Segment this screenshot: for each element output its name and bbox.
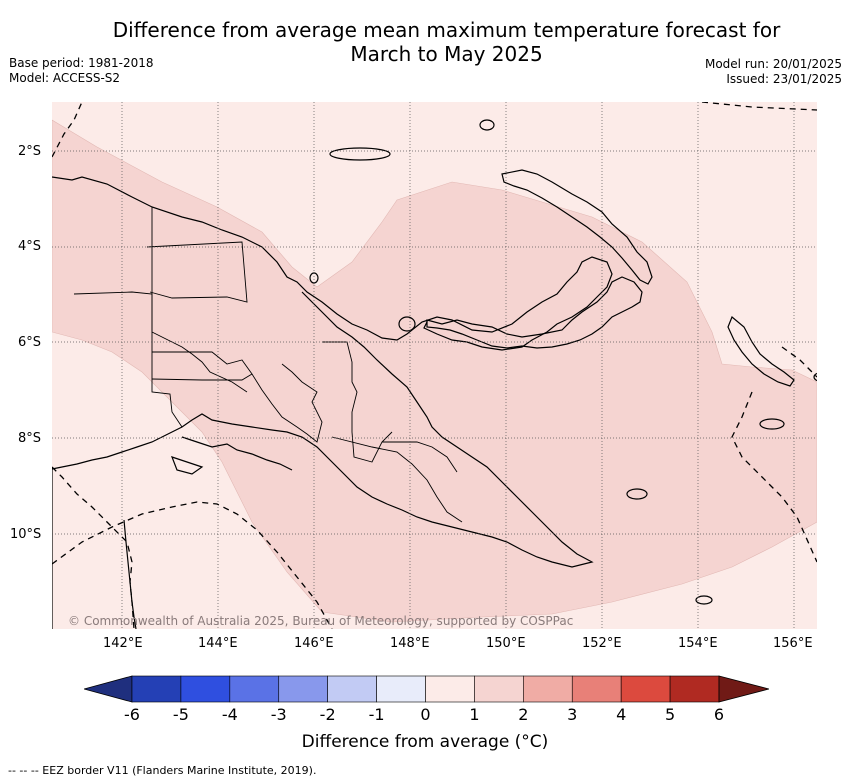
colorbar-tick-label: 1 bbox=[469, 705, 480, 724]
copyright-credit: © Commonwealth of Australia 2025, Bureau… bbox=[68, 614, 574, 628]
lon-label-152e: 152°E bbox=[582, 636, 622, 651]
fly-river-delta bbox=[181, 436, 293, 471]
eez-borders bbox=[52, 102, 817, 629]
border-oro bbox=[382, 441, 458, 473]
lon-label-146e: 146°E bbox=[294, 636, 334, 651]
model-name: Model: ACCESS-S2 bbox=[9, 71, 121, 85]
eez-north-west bbox=[52, 102, 83, 158]
colorbar-segment bbox=[180, 675, 231, 703]
colorbar-segment bbox=[278, 675, 328, 703]
eez-legend-note: -- -- -- EEZ border V11 (Flanders Marine… bbox=[8, 764, 317, 777]
model-run: Model run: 20/01/2025 bbox=[704, 57, 842, 71]
solomon-island-2 bbox=[813, 372, 817, 382]
manus-island bbox=[329, 147, 391, 161]
colorbar-tick-label: -2 bbox=[319, 705, 336, 724]
new-britain-coast bbox=[426, 276, 643, 349]
meta-left: Base period: 1981-2018 Model: ACCESS-S2 bbox=[9, 56, 154, 86]
colorbar-extend-low bbox=[84, 675, 133, 703]
lat-label-2s: 2°S bbox=[18, 144, 42, 159]
umboi-island bbox=[398, 316, 416, 332]
bougainville-coast bbox=[727, 316, 795, 387]
colorbar-segment bbox=[474, 675, 524, 703]
border-gulf bbox=[151, 373, 253, 381]
mussau-island bbox=[479, 119, 495, 131]
border-central bbox=[331, 436, 463, 523]
trobriand-island bbox=[626, 488, 648, 500]
eez-west bbox=[52, 466, 135, 629]
colorbar-tick-label: -4 bbox=[221, 705, 238, 724]
border-morobe bbox=[322, 341, 393, 463]
colorbar-tick-label: -1 bbox=[368, 705, 385, 724]
lat-label-6s: 6°S bbox=[18, 335, 42, 350]
border-sandaun bbox=[146, 241, 248, 303]
colorbar-segment bbox=[669, 675, 720, 703]
new-ireland-coast bbox=[501, 169, 653, 285]
lat-label-8s: 8°S bbox=[18, 431, 42, 446]
colorbar-segment bbox=[620, 675, 671, 703]
lon-label-148e: 148°E bbox=[390, 636, 430, 651]
lon-label-154e: 154°E bbox=[678, 636, 718, 651]
png-indonesia-border bbox=[151, 207, 183, 428]
colorbar-extend-high bbox=[718, 675, 769, 703]
colorbar-tick-label: 2 bbox=[518, 705, 529, 724]
forecast-map bbox=[52, 102, 817, 629]
colorbar-tick-label: 3 bbox=[567, 705, 578, 724]
colorbar-title: Difference from average (°C) bbox=[301, 732, 549, 752]
colorbar-segment bbox=[229, 675, 280, 703]
lon-label-150e: 150°E bbox=[486, 636, 526, 651]
title-line-2: March to May 2025 bbox=[350, 42, 543, 66]
colorbar bbox=[84, 675, 769, 703]
colorbar-segment bbox=[425, 675, 475, 703]
eez-north-east bbox=[701, 102, 817, 111]
title-line-1: Difference from average mean maximum tem… bbox=[112, 18, 781, 42]
lat-label-4s: 4°S bbox=[18, 239, 42, 254]
colorbar-tick-label: -5 bbox=[172, 705, 189, 724]
province-borders bbox=[73, 207, 463, 523]
border-highlands bbox=[152, 351, 323, 443]
issued-date: Issued: 23/01/2025 bbox=[726, 72, 842, 86]
colorbar-tick-label: -3 bbox=[270, 705, 287, 724]
map-title: Difference from average mean maximum tem… bbox=[0, 18, 850, 66]
colorbar-segment bbox=[131, 675, 182, 703]
lon-label-156e: 156°E bbox=[773, 636, 813, 651]
lon-label-144e: 144°E bbox=[198, 636, 238, 651]
colorbar-tick-label: 4 bbox=[616, 705, 627, 724]
base-period: Base period: 1981-2018 bbox=[9, 56, 154, 70]
eez-south-east bbox=[781, 346, 817, 378]
graticule bbox=[52, 102, 817, 629]
solomon-island-1 bbox=[759, 418, 785, 430]
colorbar-tick-label: 0 bbox=[420, 705, 431, 724]
colorbar-tick-label: 6 bbox=[713, 705, 725, 724]
lon-label-142e: 142°E bbox=[103, 636, 143, 651]
coastlines bbox=[52, 119, 817, 629]
colorbar-segment bbox=[376, 675, 426, 703]
colorbar-segment bbox=[327, 675, 377, 703]
eez-south-west bbox=[52, 501, 333, 629]
meta-right: Model run: 20/01/2025 Issued: 23/01/2025 bbox=[705, 57, 842, 87]
colorbar-segment bbox=[523, 675, 573, 703]
lat-label-10s: 10°S bbox=[10, 527, 42, 542]
louisiade-island bbox=[695, 595, 713, 605]
colorbar-tick-label: 5 bbox=[664, 705, 676, 724]
new-guinea-coast bbox=[52, 176, 613, 568]
daru-coast bbox=[170, 456, 204, 475]
colorbar-tick-label: -6 bbox=[124, 705, 140, 724]
border-east-sepik bbox=[73, 291, 248, 393]
colorbar-segment bbox=[571, 675, 622, 703]
